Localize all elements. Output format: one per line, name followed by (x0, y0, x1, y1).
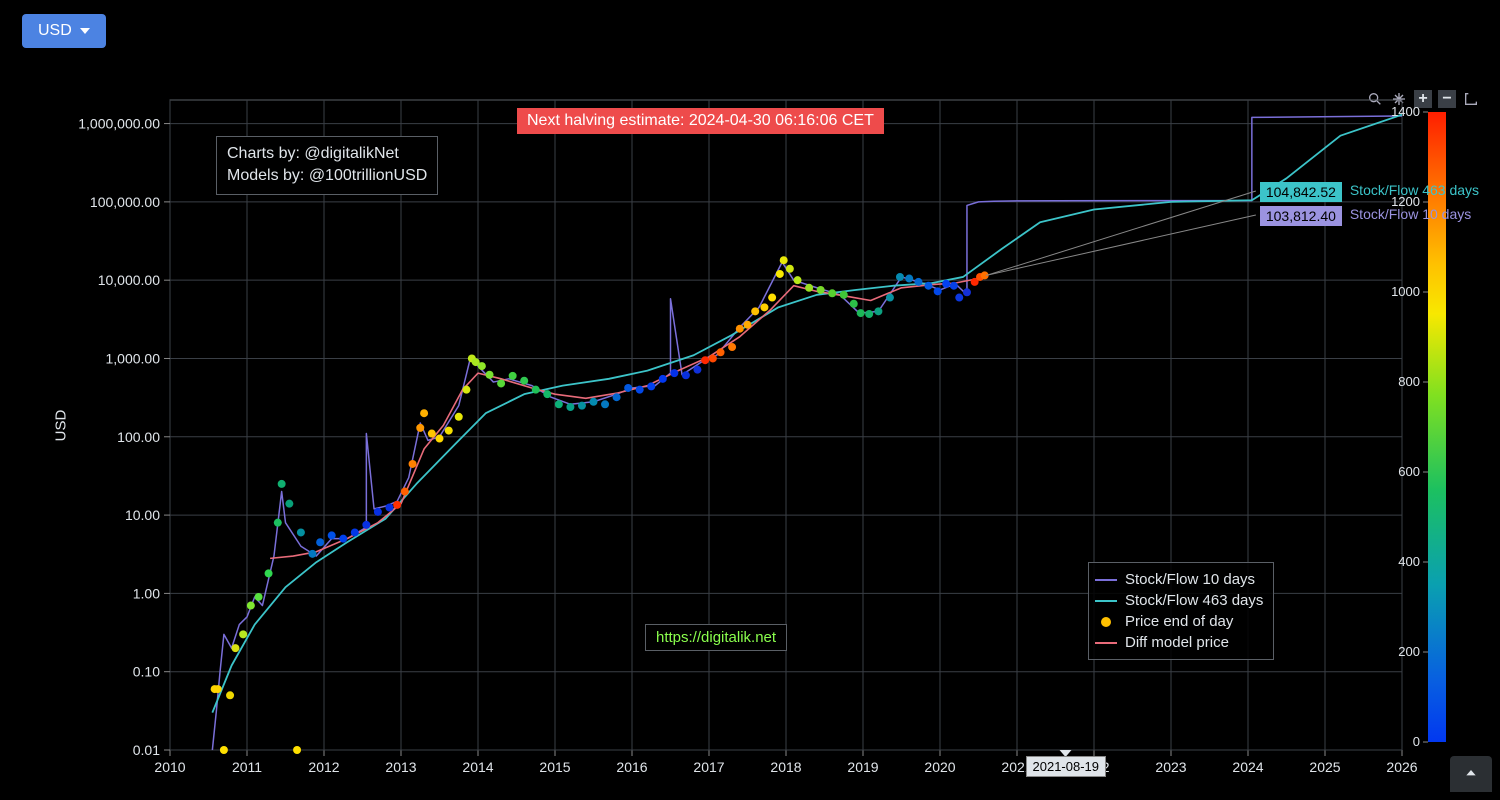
svg-text:1000: 1000 (1391, 284, 1420, 299)
legend-label: Stock/Flow 10 days (1125, 571, 1255, 588)
svg-text:2026: 2026 (1386, 759, 1417, 775)
svg-text:2024: 2024 (1232, 759, 1263, 775)
svg-text:2016: 2016 (616, 759, 647, 775)
site-link-text: https://digitalik.net (656, 629, 776, 646)
svg-text:2010: 2010 (154, 759, 185, 775)
svg-text:200: 200 (1398, 644, 1420, 659)
scroll-top-button[interactable] (1450, 756, 1492, 792)
svg-text:0.01: 0.01 (133, 742, 160, 758)
svg-text:2014: 2014 (462, 759, 493, 775)
svg-text:1,000,000.00: 1,000,000.00 (78, 116, 160, 132)
svg-text:2011: 2011 (232, 759, 262, 775)
credits-line-1: Charts by: @digitalikNet (227, 143, 427, 165)
series-value-tag: 104,842.52 (1260, 182, 1342, 202)
halving-banner: Next halving estimate: 2024-04-30 06:16:… (517, 108, 884, 134)
svg-text:800: 800 (1398, 374, 1420, 389)
svg-text:2013: 2013 (385, 759, 416, 775)
svg-text:2012: 2012 (308, 759, 339, 775)
legend-swatch (1095, 579, 1117, 581)
legend-label: Price end of day (1125, 613, 1233, 630)
legend-swatch (1095, 642, 1117, 644)
legend-swatch (1101, 617, 1111, 627)
svg-text:10,000.00: 10,000.00 (98, 272, 160, 288)
svg-text:100,000.00: 100,000.00 (90, 194, 160, 210)
credits-line-2: Models by: @100trillionUSD (227, 165, 427, 187)
svg-text:2019: 2019 (847, 759, 878, 775)
svg-text:1,000.00: 1,000.00 (106, 350, 161, 366)
credits-box: Charts by: @digitalikNet Models by: @100… (216, 136, 438, 195)
svg-text:2017: 2017 (693, 759, 724, 775)
svg-text:400: 400 (1398, 554, 1420, 569)
svg-text:0.10: 0.10 (133, 664, 160, 680)
legend-item[interactable]: Stock/Flow 10 days (1095, 569, 1263, 590)
series-value-label: Stock/Flow 463 days (1350, 182, 1479, 198)
chart-legend: Stock/Flow 10 days Stock/Flow 463 days Pri… (1088, 562, 1274, 660)
legend-label: Stock/Flow 463 days (1125, 592, 1263, 609)
svg-text:10.00: 10.00 (125, 507, 160, 523)
legend-label: Diff model price (1125, 634, 1229, 651)
hover-date-label: 2021-08-19 (1026, 756, 1107, 777)
svg-text:100.00: 100.00 (117, 429, 160, 445)
svg-text:2015: 2015 (539, 759, 570, 775)
svg-text:1400: 1400 (1391, 104, 1420, 119)
svg-text:2025: 2025 (1309, 759, 1340, 775)
legend-item[interactable]: Diff model price (1095, 632, 1263, 653)
svg-text:2020: 2020 (924, 759, 955, 775)
series-value-tag: 103,812.40 (1260, 206, 1342, 226)
legend-item[interactable]: Stock/Flow 463 days (1095, 590, 1263, 611)
svg-text:0: 0 (1413, 734, 1420, 749)
svg-text:1.00: 1.00 (133, 585, 160, 601)
legend-swatch (1095, 600, 1117, 602)
y-axis-label: USD (52, 410, 69, 442)
svg-text:2018: 2018 (770, 759, 801, 775)
svg-text:2023: 2023 (1155, 759, 1186, 775)
svg-text:600: 600 (1398, 464, 1420, 479)
series-value-label: Stock/Flow 10 days (1350, 206, 1471, 222)
site-link[interactable]: https://digitalik.net (645, 624, 787, 651)
legend-item[interactable]: Price end of day (1095, 611, 1263, 632)
